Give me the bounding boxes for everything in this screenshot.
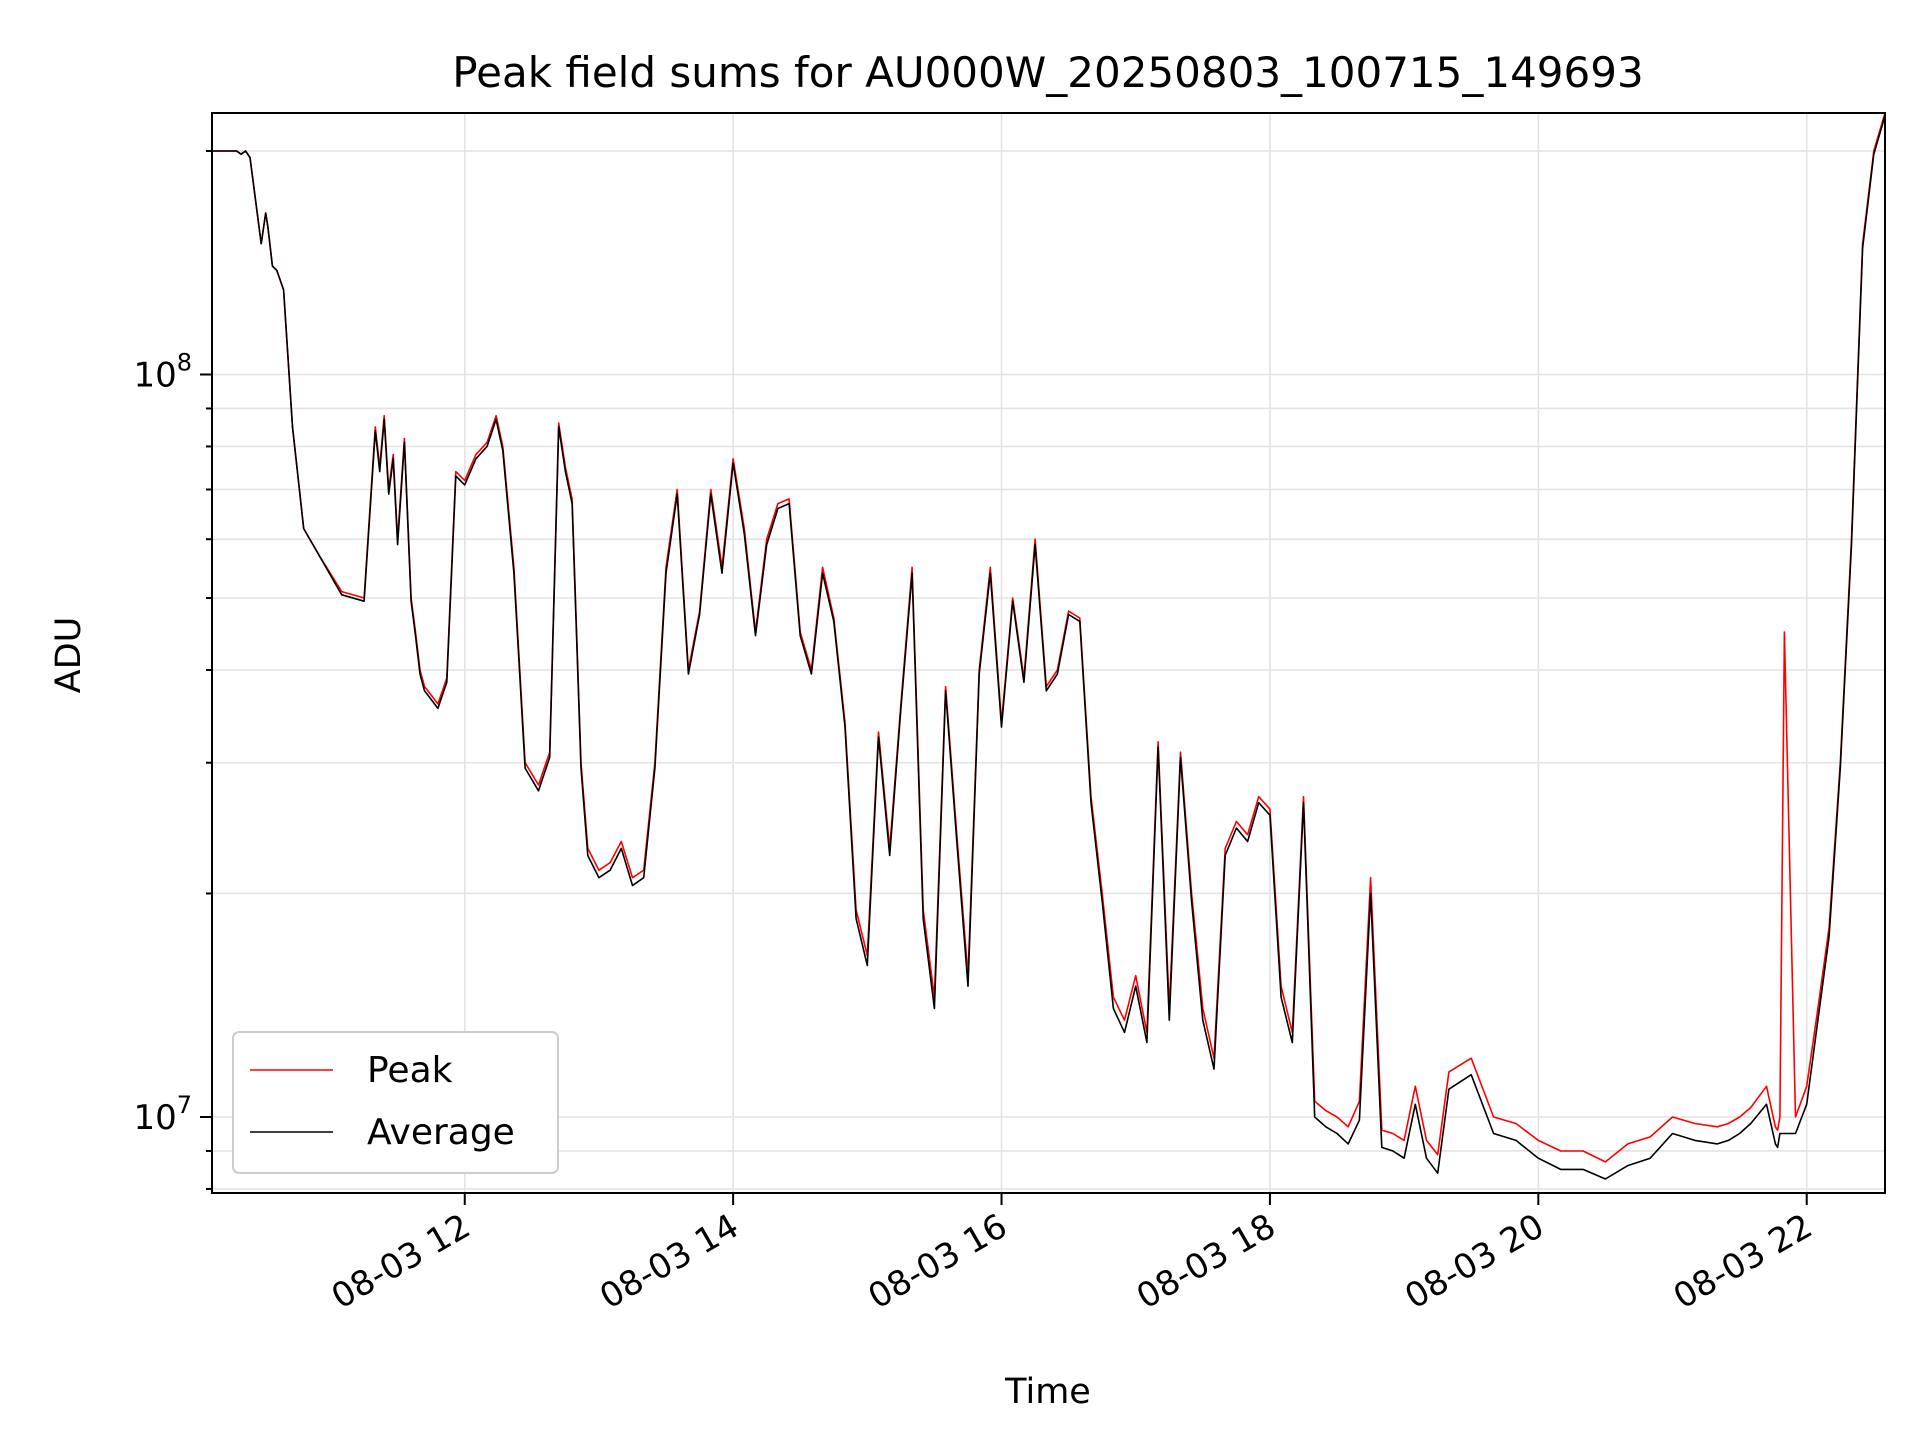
legend-label-average: Average — [367, 1112, 515, 1153]
series-line-average — [212, 115, 1885, 1180]
y-axis: 107 108 — [133, 149, 212, 1190]
x-tick-label: 08-03 18 — [1130, 1206, 1282, 1317]
x-axis-title: Time — [1004, 1372, 1091, 1412]
legend-label-peak: Peak — [367, 1050, 453, 1091]
x-tick-label: 08-03 20 — [1398, 1206, 1550, 1317]
y-tick-label: 107 — [133, 1091, 192, 1138]
y-tick-label: 108 — [133, 348, 192, 395]
plot-background — [212, 113, 1885, 1193]
x-axis: 08-03 12 08-03 14 08-03 16 08-03 18 08-03 20… — [325, 1193, 1819, 1317]
legend: Peak Average — [232, 1031, 559, 1174]
x-tick-label: 08-03 16 — [862, 1206, 1014, 1317]
x-tick-label: 08-03 14 — [593, 1206, 745, 1317]
series-layer — [212, 113, 1885, 1180]
chart-title: Peak field sums for AU000W_20250803_1007… — [452, 48, 1643, 97]
legend-box — [232, 1031, 559, 1174]
x-tick-label: 08-03 12 — [325, 1206, 477, 1317]
y-axis-title: ADU — [49, 617, 89, 694]
x-tick-label: 08-03 22 — [1667, 1206, 1819, 1317]
plot-frame — [211, 112, 1886, 1194]
